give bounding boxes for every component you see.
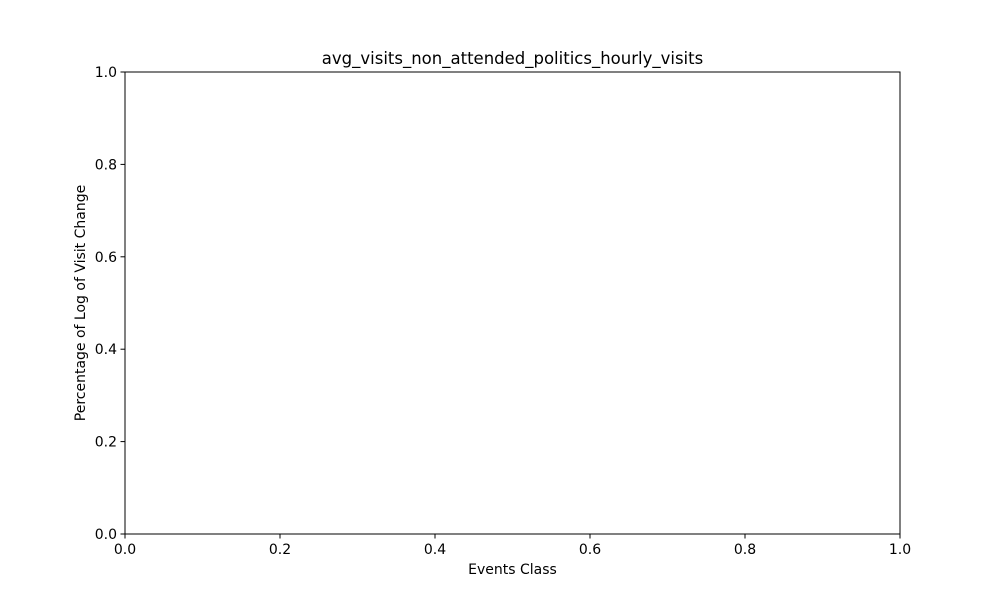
y-tick-group: 0.0 0.2 0.4 0.6 0.8 1.0 <box>95 65 125 543</box>
x-tick-label: 1.0 <box>889 542 911 558</box>
y-axis-label: Percentage of Log of Visit Change <box>73 185 89 421</box>
y-tick-label: 0.6 <box>95 250 117 266</box>
x-tick-label: 0.6 <box>579 542 601 558</box>
x-tick-group: 0.0 0.2 0.4 0.6 0.8 1.0 <box>114 534 911 558</box>
plot-area-frame <box>124 71 901 535</box>
x-tick-label: 0.8 <box>734 542 756 558</box>
y-tick-label: 0.2 <box>95 435 117 451</box>
y-tick-label: 0.8 <box>95 157 117 173</box>
y-tick-label: 1.0 <box>95 65 117 81</box>
x-tick-label: 0.0 <box>114 542 136 558</box>
x-tick-label: 0.2 <box>269 542 291 558</box>
x-axis-label: Events Class <box>468 562 557 578</box>
y-tick-label: 0.4 <box>95 342 117 358</box>
x-tick-label: 0.4 <box>424 542 446 558</box>
chart-title: avg_visits_non_attended_politics_hourly_… <box>322 49 703 69</box>
y-tick-label: 0.0 <box>95 527 117 543</box>
